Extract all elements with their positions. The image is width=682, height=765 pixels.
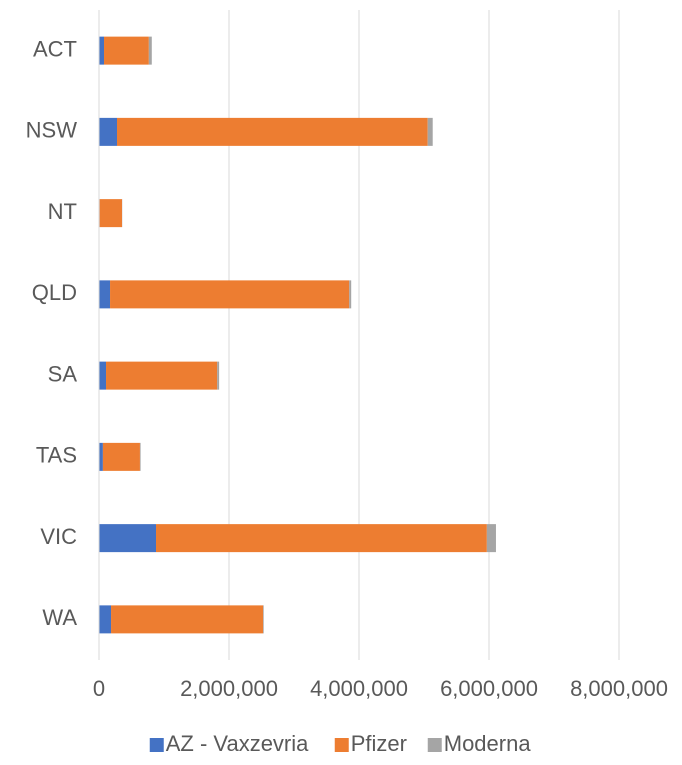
bar bbox=[487, 524, 496, 552]
bar bbox=[103, 443, 140, 471]
bar bbox=[99, 524, 156, 552]
bar bbox=[106, 362, 217, 390]
legend-label: AZ - Vaxzevria bbox=[166, 731, 309, 756]
bar bbox=[110, 280, 349, 308]
bar bbox=[99, 605, 111, 633]
y-tick-label: NSW bbox=[26, 118, 78, 143]
x-tick-label: 2,000,000 bbox=[180, 676, 278, 701]
bar bbox=[428, 118, 433, 146]
y-tick-label: SA bbox=[48, 361, 78, 386]
bar bbox=[149, 37, 152, 65]
bar bbox=[140, 443, 141, 471]
bar bbox=[100, 199, 122, 227]
bar bbox=[117, 118, 428, 146]
bar bbox=[99, 118, 117, 146]
y-tick-label: WA bbox=[42, 605, 77, 630]
x-tick-label: 4,000,000 bbox=[310, 676, 408, 701]
bar bbox=[349, 280, 351, 308]
bar bbox=[156, 524, 487, 552]
x-tick-label: 6,000,000 bbox=[440, 676, 538, 701]
bar bbox=[99, 37, 104, 65]
y-tick-label: ACT bbox=[33, 36, 77, 61]
x-tick-label: 0 bbox=[93, 676, 105, 701]
bar bbox=[99, 280, 110, 308]
legend-swatch bbox=[150, 738, 164, 752]
y-tick-label: NT bbox=[48, 199, 77, 224]
legend-label: Moderna bbox=[444, 731, 532, 756]
legend-swatch bbox=[428, 738, 442, 752]
bar bbox=[99, 362, 106, 390]
bar bbox=[111, 605, 263, 633]
y-tick-label: QLD bbox=[32, 280, 77, 305]
y-tick-label: VIC bbox=[40, 524, 77, 549]
legend-label: Pfizer bbox=[351, 731, 407, 756]
bar bbox=[263, 605, 264, 633]
y-tick-label: TAS bbox=[36, 443, 77, 468]
legend-swatch bbox=[335, 738, 349, 752]
bar bbox=[217, 362, 219, 390]
x-tick-label: 8,000,000 bbox=[570, 676, 668, 701]
bar bbox=[99, 443, 103, 471]
bar bbox=[104, 37, 149, 65]
